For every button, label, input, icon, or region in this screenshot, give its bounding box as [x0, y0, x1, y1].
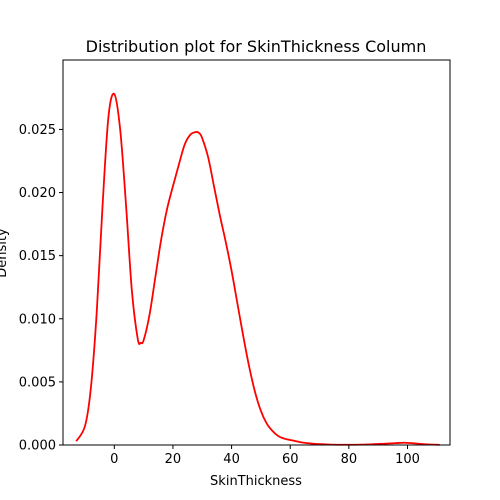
x-tick-label: 100 — [395, 452, 420, 467]
chart-title: Distribution plot for SkinThickness Colu… — [86, 37, 427, 56]
x-tick-label: 40 — [223, 452, 240, 467]
axes-frame — [62, 59, 451, 446]
y-axis-label: Density — [0, 228, 10, 278]
x-tick-label: 80 — [341, 452, 358, 467]
y-tick-label: 0.020 — [19, 186, 56, 201]
x-tick-label: 20 — [165, 452, 182, 467]
y-tick-label: 0.015 — [19, 249, 56, 264]
x-tick-label: 60 — [282, 452, 299, 467]
y-tick-label: 0.000 — [19, 439, 56, 454]
y-tick-label: 0.025 — [19, 123, 56, 138]
y-tick-label: 0.010 — [19, 312, 56, 327]
plot-layer: 0 20 40 60 80 100 0.000 0.005 0.010 0.015 0.020 0.0… — [19, 92, 440, 467]
y-tick-label: 0.005 — [19, 375, 56, 390]
x-axis-label: SkinThickness — [210, 474, 302, 489]
x-tick-label: 0 — [110, 452, 118, 467]
density-line — [75, 92, 440, 446]
